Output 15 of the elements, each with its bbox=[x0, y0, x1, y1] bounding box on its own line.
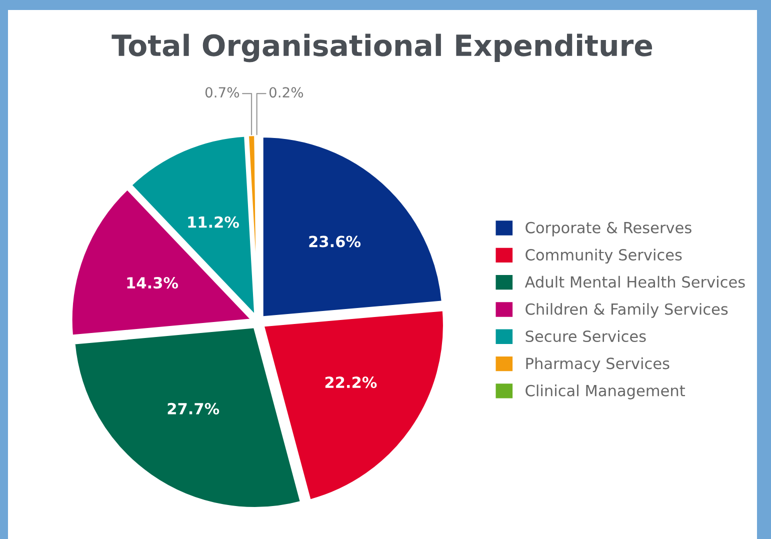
chart-title: Total Organisational Expenditure bbox=[112, 34, 652, 62]
data-label: 22.2% bbox=[325, 376, 377, 388]
legend-label: Community Services bbox=[526, 248, 682, 264]
legend-label: Secure Services bbox=[526, 330, 646, 342]
data-label: 0.7% bbox=[205, 87, 240, 98]
legend-label: Pharmacy Services bbox=[526, 357, 670, 372]
legend-label: Children & Family Services bbox=[526, 303, 728, 318]
legend-label: Adult Mental Health Services bbox=[524, 276, 745, 288]
data-label: 27.7% bbox=[168, 402, 220, 414]
legend-label: Corporate & Reserves bbox=[526, 222, 692, 236]
data-label: 11.2% bbox=[188, 216, 239, 228]
data-label: 14.3% bbox=[127, 277, 178, 289]
legend-label: Clinical Management bbox=[526, 384, 685, 400]
data-label: 23.6% bbox=[309, 236, 361, 248]
data-label: 0.2% bbox=[269, 87, 304, 98]
